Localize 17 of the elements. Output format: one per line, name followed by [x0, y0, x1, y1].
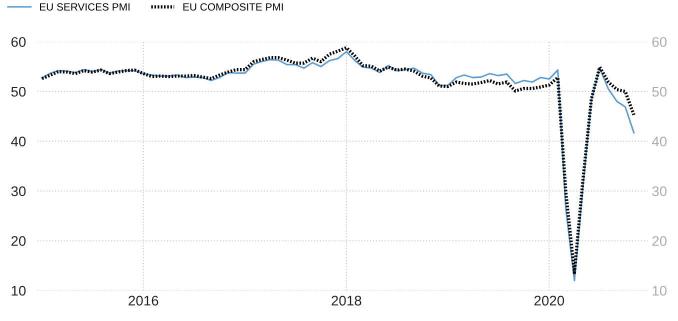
legend-label: EU SERVICES PMI [40, 3, 130, 11]
y-tick-label: 30 [11, 186, 26, 196]
y-tick-label: 40 [11, 136, 26, 146]
x-tick-label: 2018 [332, 296, 362, 306]
y2-tick-label: 30 [652, 186, 667, 196]
legend-label: EU COMPOSITE PMI [183, 3, 283, 11]
y2-tick-label: 40 [652, 136, 667, 146]
y2-tick-label: 20 [652, 236, 667, 246]
y-tick-label: 60 [11, 37, 26, 47]
y-tick-label: 20 [11, 236, 26, 246]
y2-tick-label: 50 [652, 86, 667, 97]
x-tick-label: 2020 [534, 296, 564, 306]
y2-tick-label: 10 [652, 286, 667, 296]
y-tick-label: 50 [11, 86, 26, 97]
y2-tick-label: 60 [652, 37, 667, 47]
y-tick-label: 10 [12, 286, 26, 296]
x-tick-label: 2016 [128, 296, 158, 306]
